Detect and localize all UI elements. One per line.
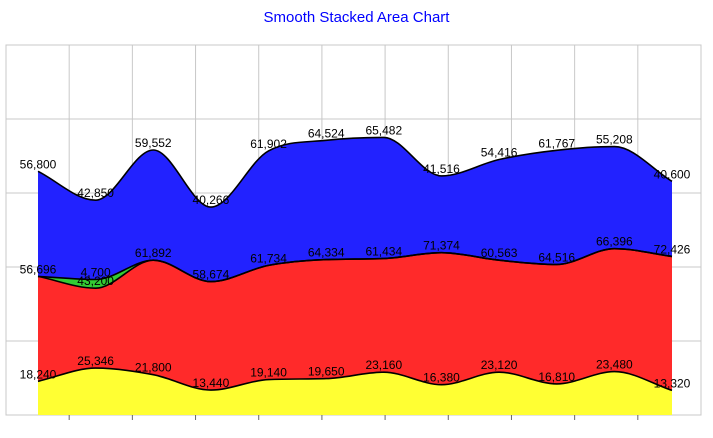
data-label: 19,140 [250,366,287,380]
data-label: 21,800 [135,361,172,375]
data-label: 40,266 [193,193,230,207]
data-label: 65,482 [365,123,402,137]
area-series-1 [38,368,672,415]
data-label: 61,892 [135,246,172,260]
data-label: 16,380 [423,371,460,385]
data-label: 61,902 [250,137,287,151]
data-label: 59,552 [135,136,172,150]
data-label: 61,767 [538,136,575,150]
data-label: 54,416 [481,146,518,160]
data-label: 66,396 [596,235,633,249]
area-series-3-outline [37,247,673,283]
data-label: 56,800 [20,157,57,171]
data-label: 41,516 [423,162,460,176]
data-label: 4,700 [81,265,111,279]
area-series-4-outline [37,136,673,208]
data-label: 42,850 [77,186,114,200]
data-label: 58,674 [193,268,230,282]
data-label: 40,600 [654,167,691,181]
data-label: 18,240 [20,367,57,381]
data-label: 71,374 [423,239,460,253]
area-series-1-outline [37,367,673,392]
data-label: 64,334 [308,246,345,260]
data-label: 16,810 [538,370,575,384]
chart-title: Smooth Stacked Area Chart [263,9,450,26]
area-series-4 [38,137,672,282]
data-label: 23,160 [365,358,402,372]
area-series-2 [38,248,672,391]
data-label: 23,480 [596,358,633,372]
data-label: 72,426 [654,242,691,256]
data-label: 64,524 [308,126,345,140]
data-label: 64,516 [538,251,575,265]
data-label: 55,208 [596,133,633,147]
data-label: 60,563 [481,246,518,260]
data-label: 13,440 [193,376,230,390]
data-label: 25,346 [77,354,114,368]
data-label: 13,320 [654,376,691,390]
data-label: 61,734 [250,251,287,265]
area-series-3 [38,248,672,289]
data-label: 19,650 [308,365,345,379]
data-label: 23,120 [481,358,518,372]
data-label: 61,434 [365,245,402,259]
data-label: 43,200 [77,274,114,288]
data-label: 56,696 [20,262,57,276]
